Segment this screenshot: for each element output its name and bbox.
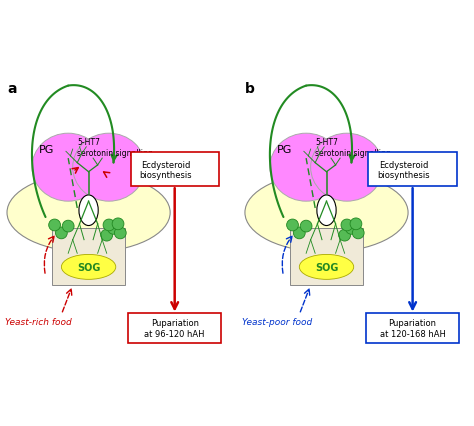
Text: Pupariation
at 96-120 hAH: Pupariation at 96-120 hAH bbox=[145, 319, 205, 338]
Text: SOG: SOG bbox=[315, 262, 338, 272]
Text: Pupariation
at 120-168 hAH: Pupariation at 120-168 hAH bbox=[380, 319, 446, 338]
Text: b: b bbox=[245, 82, 255, 96]
FancyBboxPatch shape bbox=[368, 153, 457, 187]
Ellipse shape bbox=[300, 221, 312, 233]
Text: Yeast-poor food: Yeast-poor food bbox=[242, 317, 312, 326]
Ellipse shape bbox=[299, 255, 354, 280]
FancyBboxPatch shape bbox=[290, 229, 363, 285]
Text: PG: PG bbox=[277, 145, 292, 155]
Text: Ecdysteroid
biosynthesis: Ecdysteroid biosynthesis bbox=[139, 160, 192, 180]
Ellipse shape bbox=[346, 223, 357, 235]
Ellipse shape bbox=[108, 223, 119, 235]
Ellipse shape bbox=[62, 255, 116, 280]
Text: Ecdysteroid
biosynthesis: Ecdysteroid biosynthesis bbox=[377, 160, 430, 180]
Ellipse shape bbox=[62, 221, 74, 233]
FancyBboxPatch shape bbox=[130, 153, 219, 187]
Ellipse shape bbox=[73, 134, 145, 201]
Ellipse shape bbox=[245, 173, 408, 253]
Ellipse shape bbox=[79, 196, 98, 226]
Ellipse shape bbox=[49, 219, 61, 231]
Ellipse shape bbox=[270, 134, 342, 201]
Ellipse shape bbox=[352, 227, 364, 239]
FancyBboxPatch shape bbox=[128, 314, 221, 343]
Ellipse shape bbox=[317, 196, 336, 226]
Ellipse shape bbox=[55, 227, 67, 239]
Ellipse shape bbox=[341, 219, 353, 231]
Ellipse shape bbox=[112, 219, 124, 230]
FancyBboxPatch shape bbox=[366, 314, 459, 343]
Text: a: a bbox=[7, 82, 17, 96]
Ellipse shape bbox=[293, 227, 305, 239]
Text: 5-HT7
serotonin signalling: 5-HT7 serotonin signalling bbox=[77, 138, 153, 158]
Text: 5-HT7
serotonin signalling: 5-HT7 serotonin signalling bbox=[315, 138, 391, 158]
Ellipse shape bbox=[287, 219, 299, 231]
Ellipse shape bbox=[339, 230, 351, 242]
Text: SOG: SOG bbox=[77, 262, 100, 272]
Ellipse shape bbox=[114, 227, 126, 239]
Ellipse shape bbox=[7, 173, 170, 253]
FancyBboxPatch shape bbox=[52, 229, 125, 285]
Ellipse shape bbox=[103, 219, 115, 231]
Text: Yeast-rich food: Yeast-rich food bbox=[5, 317, 72, 326]
Text: PG: PG bbox=[39, 145, 54, 155]
Ellipse shape bbox=[310, 134, 383, 201]
Ellipse shape bbox=[101, 230, 113, 242]
Ellipse shape bbox=[32, 134, 104, 201]
Ellipse shape bbox=[350, 219, 362, 230]
